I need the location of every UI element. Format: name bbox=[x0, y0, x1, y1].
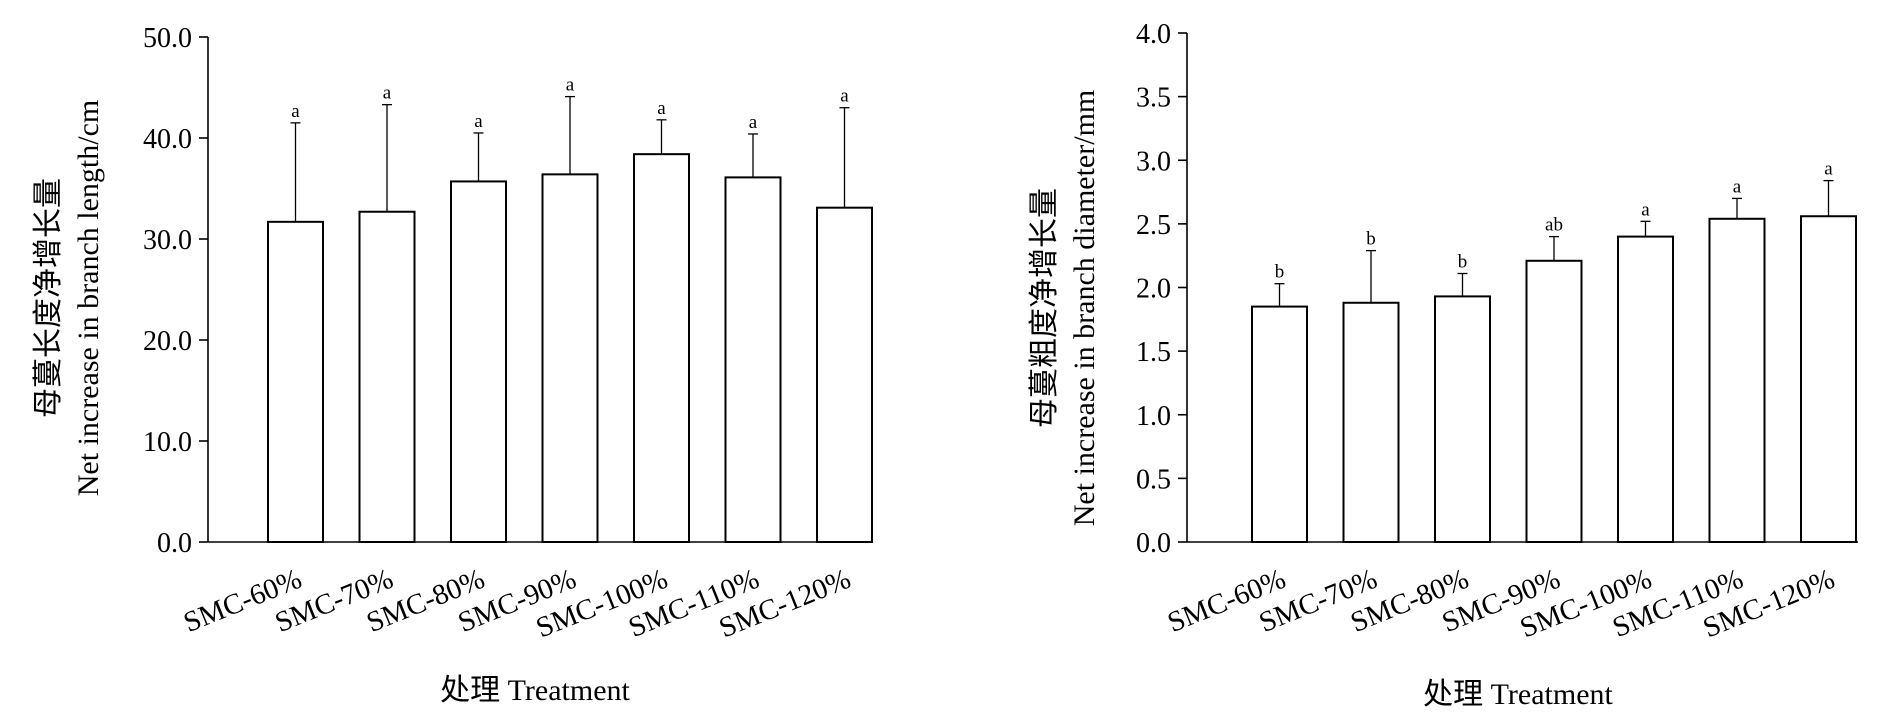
significance-label: a bbox=[383, 83, 392, 104]
y-tick-label: 50.0 bbox=[143, 23, 192, 54]
significance-label: b bbox=[1458, 252, 1468, 273]
y-axis-label-en: Net increase in branch length/cm bbox=[72, 100, 105, 497]
bar bbox=[816, 206, 873, 543]
significance-label: a bbox=[840, 86, 849, 107]
significance-label: b bbox=[1275, 262, 1285, 283]
bar bbox=[633, 153, 690, 543]
bar bbox=[1525, 259, 1583, 543]
y-tick-label: 1.5 bbox=[1136, 337, 1171, 368]
y-tick-label: 10.0 bbox=[143, 427, 192, 458]
significance-label: a bbox=[1733, 176, 1742, 197]
bar bbox=[1617, 235, 1674, 543]
y-axis-label-en: Net increase in branch diameter/mm bbox=[1068, 90, 1101, 526]
y-tick-label: 4.0 bbox=[1136, 19, 1171, 50]
y-tick-label: 0.0 bbox=[157, 528, 192, 559]
bar bbox=[1800, 215, 1857, 544]
bar bbox=[450, 180, 507, 543]
significance-label: a bbox=[474, 111, 483, 132]
bar bbox=[724, 176, 782, 543]
significance-label: a bbox=[657, 98, 666, 119]
x-axis-label: 处理 Treatment bbox=[1423, 678, 1613, 711]
bar bbox=[1708, 217, 1766, 543]
bar bbox=[358, 210, 416, 543]
branch-length-chart: 母蔓长度净增长量 Net increase in branch length/c… bbox=[32, 23, 873, 707]
significance-label: a bbox=[291, 101, 300, 122]
y-tick-label: 20.0 bbox=[143, 326, 192, 357]
y-tick-label: 1.0 bbox=[1136, 401, 1171, 432]
significance-label: ab bbox=[1545, 215, 1563, 236]
bar bbox=[1434, 295, 1491, 543]
x-axis-label: 处理 Treatment bbox=[440, 674, 630, 707]
significance-label: a bbox=[1824, 159, 1833, 180]
y-tick-label: 2.0 bbox=[1136, 274, 1171, 305]
y-tick-label: 0.0 bbox=[1136, 528, 1171, 559]
y-tick-label: 0.5 bbox=[1136, 464, 1171, 495]
y-tick-label: 30.0 bbox=[143, 225, 192, 256]
significance-label: a bbox=[1641, 199, 1650, 220]
y-tick-label: 40.0 bbox=[143, 124, 192, 155]
bar bbox=[1251, 305, 1308, 543]
bar bbox=[1342, 301, 1400, 543]
y-tick-label: 2.5 bbox=[1136, 210, 1171, 241]
branch-diameter-chart: 母蔓粗度净增长量 Net increase in branch diameter… bbox=[1028, 19, 1858, 711]
y-axis-label-cn: 母蔓粗度净增长量 bbox=[1028, 188, 1061, 428]
bar bbox=[541, 173, 599, 544]
y-tick-label: 3.5 bbox=[1136, 83, 1171, 114]
significance-label: a bbox=[749, 112, 758, 133]
significance-label: a bbox=[566, 75, 575, 96]
y-tick-label: 3.0 bbox=[1136, 146, 1171, 177]
significance-label: b bbox=[1366, 229, 1376, 250]
y-axis-label-cn: 母蔓长度净增长量 bbox=[32, 178, 65, 418]
bar bbox=[267, 220, 324, 544]
